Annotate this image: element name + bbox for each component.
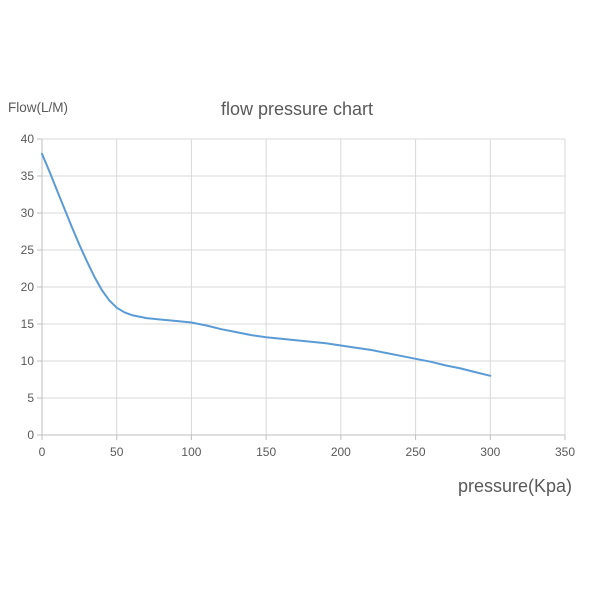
y-tick-label: 5: [27, 391, 34, 405]
x-tick-label: 250: [406, 445, 426, 459]
axis-ticks: [37, 138, 566, 440]
x-tick-label: 150: [256, 445, 276, 459]
gridlines: [42, 138, 566, 435]
y-axis-title: Flow(L/M): [8, 100, 68, 115]
x-tick-label: 0: [39, 445, 46, 459]
flow-series-line: [41, 152, 492, 377]
x-tick-label: 50: [110, 445, 124, 459]
y-tick-label: 30: [21, 206, 35, 220]
y-tick-label: 0: [27, 428, 34, 442]
axis-tick-labels: 0 5 10 15 20 25 30 35 40 0 50 100 150 200 250 300 350: [21, 132, 576, 459]
x-tick-label: 300: [480, 445, 500, 459]
y-tick-label: 35: [21, 169, 35, 183]
chart-title: flow pressure chart: [221, 99, 373, 119]
y-tick-label: 20: [21, 280, 35, 294]
x-tick-label: 100: [181, 445, 201, 459]
y-tick-label: 10: [21, 354, 35, 368]
x-axis-title: pressure(Kpa): [458, 476, 572, 496]
y-tick-label: 40: [21, 132, 35, 146]
x-tick-label: 350: [555, 445, 575, 459]
y-tick-label: 15: [21, 317, 35, 331]
y-tick-label: 25: [21, 243, 35, 257]
x-tick-label: 200: [331, 445, 351, 459]
